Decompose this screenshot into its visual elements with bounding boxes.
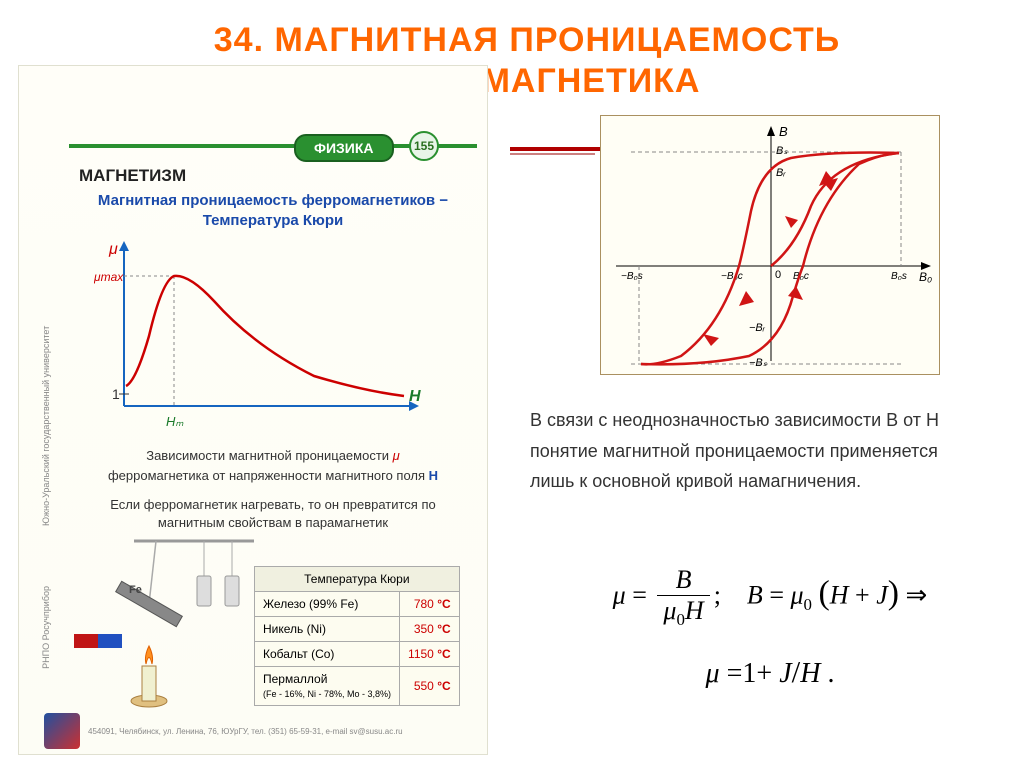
svg-text:B₀: B₀ [919, 270, 932, 284]
table-header: Температура Кюри [255, 567, 460, 592]
table-row: Никель (Ni) 350 °C [255, 617, 460, 642]
x-axis-label: H [409, 388, 421, 405]
table-row: Пермаллой(Fe - 16%, Ni - 78%, Mo - 3,8%)… [255, 667, 460, 706]
permeability-chart: μ μmax 1 H Hₘ [94, 236, 434, 436]
svg-text:−Bᵣ: −Bᵣ [749, 322, 766, 334]
card-number-badge: 155 [409, 131, 439, 161]
svg-text:−B₀s: −B₀s [621, 271, 643, 282]
svg-text:B₀s: B₀s [891, 271, 907, 282]
svg-text:0: 0 [775, 269, 781, 281]
x-tick-hm: Hₘ [166, 414, 184, 429]
curie-temperature-table: Температура Кюри Железо (99% Fe) 780 °C … [254, 566, 460, 706]
svg-text:−Bₛ: −Bₛ [749, 357, 768, 369]
chart-description-1: Зависимости магнитной проницаемости μ фе… [79, 446, 467, 485]
y-max-label: μmax [94, 270, 124, 284]
subject-pill: ФИЗИКА [294, 134, 394, 162]
card-subtitle: Магнитная проницаемость ферромагнетиков … [79, 191, 467, 230]
svg-text:Bᵣ: Bᵣ [776, 167, 786, 179]
address-text: 454091, Челябинск, ул. Ленина, 76, ЮУрГУ… [88, 727, 403, 736]
org-label: РНПО Росучприбор [41, 586, 51, 669]
accent-line [510, 147, 600, 151]
svg-text:−B₀c: −B₀c [721, 271, 743, 282]
y-axis-label: μ [108, 241, 118, 258]
university-label: Южно-Уральский государственный университ… [41, 286, 53, 566]
chart-description-2: Если ферромагнетик нагревать, то он прев… [79, 496, 467, 532]
table-row: Кобальт (Co) 1150 °C [255, 642, 460, 667]
table-row: Железо (99% Fe) 780 °C [255, 592, 460, 617]
logo-icon [44, 713, 80, 749]
svg-text:Bₛ: Bₛ [776, 145, 788, 157]
left-reference-panel: Южно-Уральский государственный университ… [18, 65, 488, 755]
formula-mu-definition: μ = B μ0H ; B = μ0 (H + J) ⇒ [560, 565, 980, 630]
accent-line-2 [510, 153, 595, 155]
svg-text:B: B [779, 124, 788, 139]
footer-logo-area: 454091, Челябинск, ул. Ленина, 76, ЮУрГУ… [44, 713, 403, 749]
formula-mu-result: μ =1+ J/H . [560, 655, 980, 690]
svg-text:Fe: Fe [129, 584, 142, 596]
permeability-curve [126, 276, 404, 396]
section-label: МАГНЕТИЗМ [79, 166, 186, 186]
hysteresis-chart: B B₀ 0 Bₛ Bᵣ −Bᵣ −Bₛ B₀c −B₀c B₀s −B₀s [600, 115, 940, 375]
y-tick-1: 1 [112, 386, 120, 402]
body-paragraph: В связи с неоднозначностью зависимости В… [530, 405, 980, 497]
